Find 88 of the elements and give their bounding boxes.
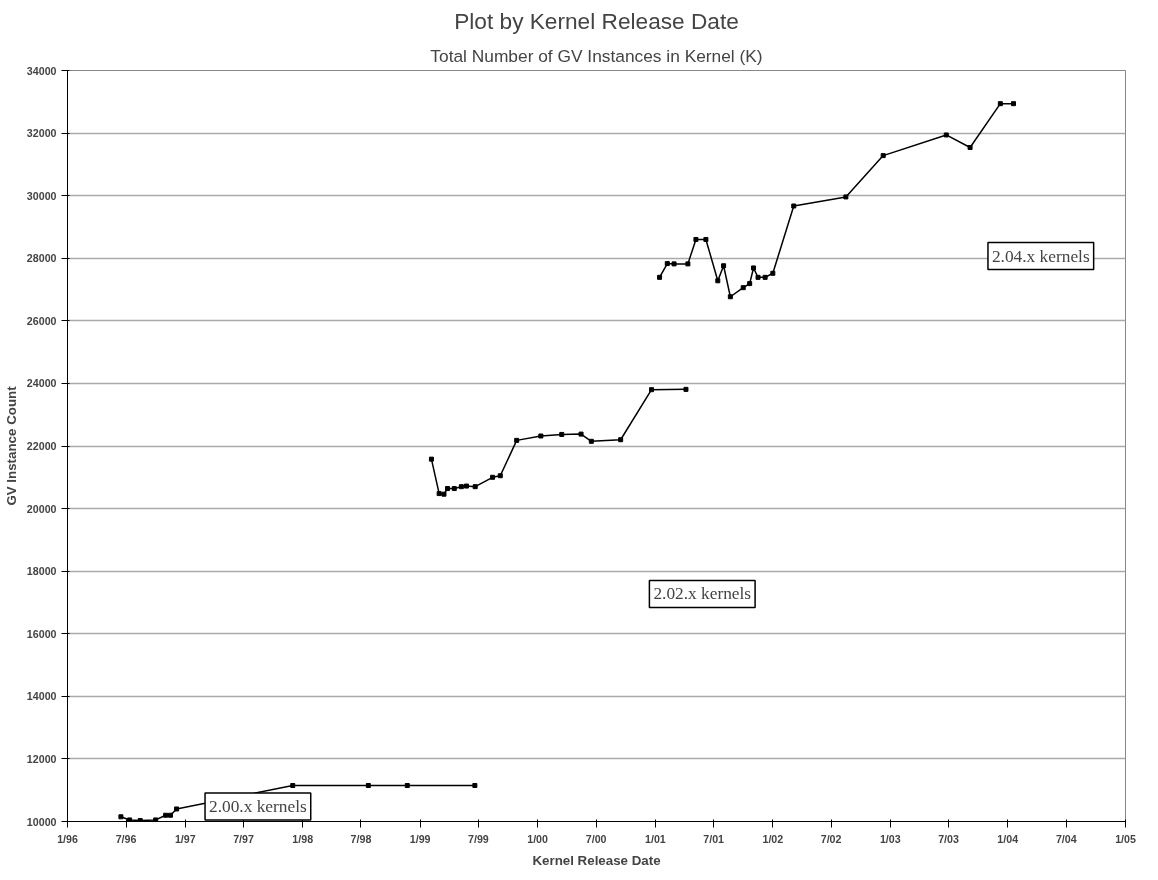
point — [967, 144, 973, 150]
x-tick-label: 1/98 — [292, 832, 314, 845]
point — [997, 101, 1003, 107]
point — [664, 261, 670, 267]
point — [497, 473, 503, 479]
point — [618, 437, 624, 443]
annotation: 2.00.x kernels — [209, 797, 307, 816]
point — [770, 270, 776, 276]
point — [685, 261, 691, 267]
point — [657, 274, 663, 280]
point — [747, 281, 753, 287]
y-tick-label: 18000 — [26, 565, 57, 578]
point — [538, 433, 544, 439]
y-tick-label: 26000 — [26, 314, 57, 327]
point — [174, 806, 180, 812]
point — [751, 265, 757, 271]
point — [943, 132, 949, 138]
annotation: 2.02.x kernels — [653, 584, 752, 604]
point — [703, 236, 709, 242]
y-tick-label: 30000 — [26, 189, 57, 202]
point — [721, 263, 727, 269]
point — [127, 817, 133, 822]
y-tick-label: 16000 — [26, 627, 57, 640]
x-tick-label: 1/04 — [997, 832, 1019, 845]
chart-subtitle: Total Number of GV Instances in Kernel (K) — [430, 45, 763, 66]
x-tick-label: 7/03 — [938, 832, 959, 845]
y-tick-label: 14000 — [26, 690, 57, 703]
x-tick-label: 1/97 — [174, 832, 196, 845]
x-tick-label: 1/05 — [1115, 832, 1136, 845]
point — [404, 783, 410, 789]
point — [472, 484, 478, 490]
x-tick-label: 7/00 — [585, 832, 607, 845]
point — [755, 274, 761, 280]
point — [458, 484, 464, 490]
y-axis-title: GV Instance Count — [3, 385, 19, 506]
y-tick-label: 12000 — [26, 752, 57, 765]
x-tick-label: 1/02 — [762, 832, 784, 845]
point — [514, 437, 520, 443]
chart-title: Plot by Kernel Release Date — [454, 7, 739, 34]
y-tick-label: 24000 — [26, 377, 57, 390]
point — [762, 274, 768, 280]
point — [740, 285, 746, 291]
y-tick-label: 32000 — [26, 127, 57, 140]
x-tick-label: 1/99 — [409, 832, 431, 845]
point — [464, 483, 469, 489]
point — [791, 203, 797, 209]
point — [578, 431, 584, 437]
y-tick-label: 20000 — [26, 502, 57, 515]
x-tick-label: 1/03 — [879, 832, 901, 845]
point — [683, 386, 689, 392]
y-tick-label: 34000 — [26, 64, 57, 77]
point — [445, 486, 451, 492]
x-tick-label: 7/04 — [1055, 832, 1077, 845]
x-tick-label: 7/02 — [820, 832, 842, 845]
x-tick-label: 1/00 — [527, 832, 549, 845]
point — [441, 491, 447, 497]
x-tick-label: 7/99 — [468, 832, 489, 845]
x-tick-label: 7/98 — [350, 832, 372, 845]
point — [727, 294, 733, 300]
x-tick-label: 1/01 — [645, 832, 666, 845]
point — [290, 783, 296, 789]
point — [365, 783, 371, 789]
x-axis-title: Kernel Release Date — [532, 852, 661, 868]
point — [671, 261, 677, 267]
point — [472, 783, 478, 789]
point — [693, 236, 699, 242]
y-tick-label: 22000 — [26, 440, 57, 452]
point — [588, 438, 594, 444]
point — [167, 812, 173, 818]
y-tick-label: 28000 — [26, 252, 57, 265]
point — [428, 456, 434, 462]
point — [1011, 101, 1017, 107]
x-tick-label: 7/97 — [233, 832, 254, 845]
x-tick-label: 7/96 — [115, 832, 137, 845]
point — [451, 486, 457, 492]
point — [715, 278, 721, 284]
point — [163, 812, 169, 818]
x-tick-label: 1/96 — [57, 832, 78, 845]
point — [118, 814, 124, 820]
point — [649, 387, 655, 393]
point — [153, 817, 159, 822]
point — [843, 194, 849, 200]
point — [880, 153, 886, 159]
y-tick-label: 10000 — [26, 815, 57, 828]
annotation: 2.04.x kernels — [991, 246, 1090, 266]
point — [559, 431, 565, 437]
x-tick-label: 7/01 — [703, 832, 725, 845]
point — [490, 474, 496, 480]
